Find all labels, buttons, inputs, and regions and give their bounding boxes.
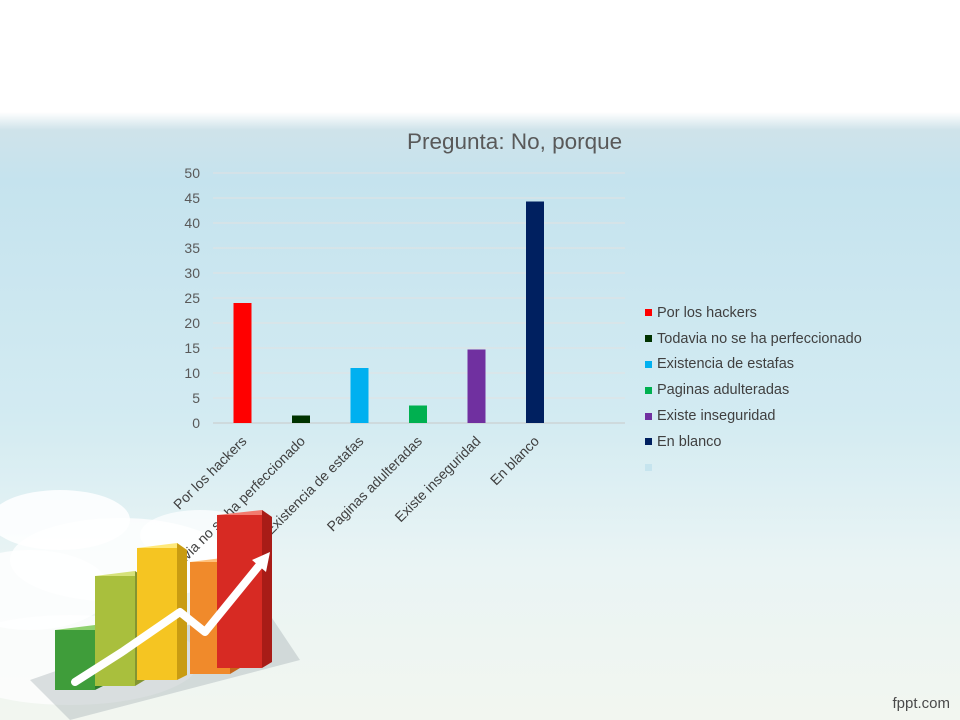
legend-label: Por los hackers	[657, 304, 757, 321]
y-tick-label: 25	[184, 290, 200, 306]
y-tick-label: 10	[184, 365, 200, 381]
growth-chart-illustration	[30, 510, 300, 720]
y-tick-label: 20	[184, 315, 200, 331]
y-tick-label: 40	[184, 215, 200, 231]
legend-swatch	[645, 412, 652, 420]
legend-swatch	[645, 360, 652, 368]
legend-item: En blanco	[645, 429, 862, 455]
legend-item: Existencia de estafas	[645, 352, 862, 378]
legend-item	[645, 455, 862, 481]
legend-swatch	[645, 438, 652, 446]
bar	[409, 405, 427, 423]
gridlines	[213, 172, 625, 424]
y-tick-label: 5	[192, 390, 200, 406]
legend-item: Paginas adulteradas	[645, 377, 862, 403]
legend-label: Todavia no se ha perfeccionado	[657, 330, 862, 347]
y-tick-label: 0	[192, 415, 200, 431]
legend-label: En blanco	[657, 433, 722, 450]
y-tick-label: 45	[184, 190, 200, 206]
bar	[233, 303, 252, 423]
bar	[467, 349, 486, 423]
bar	[526, 201, 544, 423]
x-tick-label: En blanco	[487, 433, 542, 488]
legend-label: Existencia de estafas	[657, 356, 795, 373]
legend-swatch	[645, 335, 652, 343]
bar	[350, 368, 369, 423]
y-tick-label: 50	[184, 165, 200, 181]
bars	[233, 201, 544, 423]
chart-title: Pregunta: No, porque	[407, 129, 623, 154]
legend-label: Paginas adulteradas	[657, 382, 790, 399]
legend-item: Por los hackers	[645, 300, 862, 326]
brand-watermark: fppt.com	[892, 695, 950, 712]
legend-swatch	[645, 309, 652, 317]
y-axis-ticks: 0 5 10 15 20 25 30 35 40 45 50	[184, 165, 200, 431]
y-tick-label: 30	[184, 265, 200, 281]
legend-item: Existe inseguridad	[645, 403, 862, 429]
bar	[292, 415, 310, 423]
legend-item: Todavia no se ha perfeccionado	[645, 326, 862, 352]
x-tick-label: Existencia de estafas	[262, 433, 367, 538]
legend-swatch	[645, 386, 652, 394]
legend-swatch	[645, 464, 652, 472]
legend-label: Existe inseguridad	[657, 408, 776, 425]
y-tick-label: 15	[184, 340, 200, 356]
chart-legend: Por los hackers Todavia no se ha perfecci…	[645, 300, 862, 481]
y-tick-label: 35	[184, 240, 200, 256]
